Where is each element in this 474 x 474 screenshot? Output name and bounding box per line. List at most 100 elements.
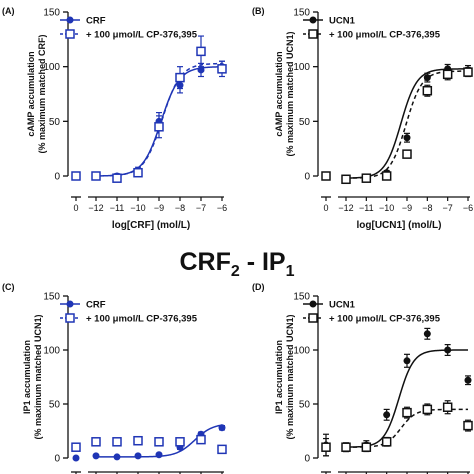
data-point-square [463,67,473,77]
data-point-square [402,407,412,418]
data-point-square [71,442,81,452]
mid-title-sub2: 1 [286,263,295,280]
mid-title-sub: 2 [231,263,240,280]
data-point-square [361,442,372,452]
data-point-square [321,171,331,181]
data-point-square [91,437,101,447]
data-point-circle [423,330,431,338]
svg-text:CRF2 - IP1: CRF2 - IP1 [179,248,294,280]
y-axis-label: cAMP accumulation(% maximum matched CRF) [26,34,47,153]
data-point-square [71,171,81,181]
y-axis-label: cAMP accumulation(% maximum matched UCN1… [274,31,295,156]
y-axis-label-line: IP1 accumulation [274,340,284,414]
y-tick-label: 100 [43,62,60,73]
x-tick-label: −9 [402,203,412,213]
data-point-circle [134,452,142,460]
y-tick-label: 150 [293,292,310,303]
legend-label: + 100 μmol/L CP-376,395 [329,314,441,325]
y-axis-label-line: cAMP accumulation [26,51,36,136]
data-point-square [154,122,164,132]
data-point-square [422,404,433,415]
legend-label: UCN1 [329,16,356,27]
mid-title: CRF2 - IP1 [179,248,294,280]
data-point-square [175,72,185,83]
y-axis-label-line: (% maximum matched UCN1) [285,314,295,439]
legend-marker-square [308,313,318,323]
data-point-circle [218,424,226,432]
y-tick-label: 50 [49,117,61,128]
legend-label: + 100 μmol/L CP-376,395 [86,30,198,41]
panel-a: (A) 0 50 100 150 cAMP accumulation(% maximum … [2,6,227,231]
y-axis-label: IP1 accumulation(% maximum matched UCN1) [274,314,295,439]
panel-label: (B) [252,6,265,16]
y-tick-label: 150 [293,8,310,19]
data-point-square [91,171,101,181]
y-tick-label: 50 [299,117,311,128]
data-point-square [341,442,351,452]
legend-marker-circle [309,16,317,24]
data-point-square [196,46,206,57]
y-tick-label: 50 [299,400,311,411]
data-point-circle [403,357,411,365]
legend-label: CRF [86,300,106,311]
legend-label: UCN1 [329,300,356,311]
legend-marker-circle [66,16,74,24]
data-point-square [402,149,412,159]
y-axis-label-line: (% maximum matched UCN1) [285,31,295,156]
data-point-square [463,420,473,431]
data-point-circle [72,454,80,462]
data-point-square [381,437,392,447]
x-tick-label: −8 [422,203,432,213]
x-axis-label: log[UCN1] (mol/L) [357,220,442,231]
data-point-square [217,444,227,455]
x-tick-label: −10 [379,203,394,213]
y-tick-label: 100 [43,346,60,357]
x-tick-label: −6 [217,203,227,213]
data-point-circle [464,376,472,384]
legend-marker-square [65,313,75,323]
legend-marker-circle [66,300,74,308]
x-tick-label: −9 [154,203,164,213]
data-point-circle [92,452,100,460]
y-tick-label: 150 [43,8,60,19]
panel-d: (D) 0 50 100 150 IP1 accumulation(% maximum m… [252,282,473,474]
y-axis-label-line: cAMP accumulation [274,51,284,136]
data-point-square [381,171,392,181]
y-tick-label: 50 [49,400,61,411]
data-point-square [341,174,351,185]
x-tick-label: −11 [110,203,125,213]
legend-marker-square [308,29,318,39]
y-axis-label-line: (% maximum matched UCN1) [33,314,43,439]
data-point-square [175,437,185,447]
x-tick-label: 0 [73,203,78,213]
data-point-square [112,173,122,183]
legend-marker-square [65,29,75,39]
y-tick-label: 0 [54,454,60,465]
legend-marker-circle [309,300,317,308]
data-point-square [442,69,453,80]
fit-curve [345,70,468,179]
x-tick-label: 0 [323,203,328,213]
x-tick-label: −10 [130,203,145,213]
data-point-circle [197,66,205,74]
data-point-square [217,64,227,74]
data-point-square [422,85,433,96]
data-point-square [442,402,453,412]
x-axis-label: log[CRF] (mol/L) [112,220,190,231]
legend-label: + 100 μmol/L CP-376,395 [86,314,198,325]
panel-label: (C) [2,282,15,292]
data-point-square [321,442,331,452]
x-tick-label: −6 [463,203,473,213]
x-tick-label: −7 [196,203,206,213]
panel-b: (B) 0 50 100 150 cAMP accumulation(% maximum … [252,6,473,231]
x-tick-label: −11 [359,203,374,213]
mid-title-rest: - IP [240,248,286,276]
data-point-square [133,435,143,446]
x-tick-label: −12 [338,203,353,213]
data-point-square [154,437,164,447]
data-point-square [361,173,372,183]
mid-title-main: CRF [179,248,230,276]
y-tick-label: 100 [293,62,310,73]
